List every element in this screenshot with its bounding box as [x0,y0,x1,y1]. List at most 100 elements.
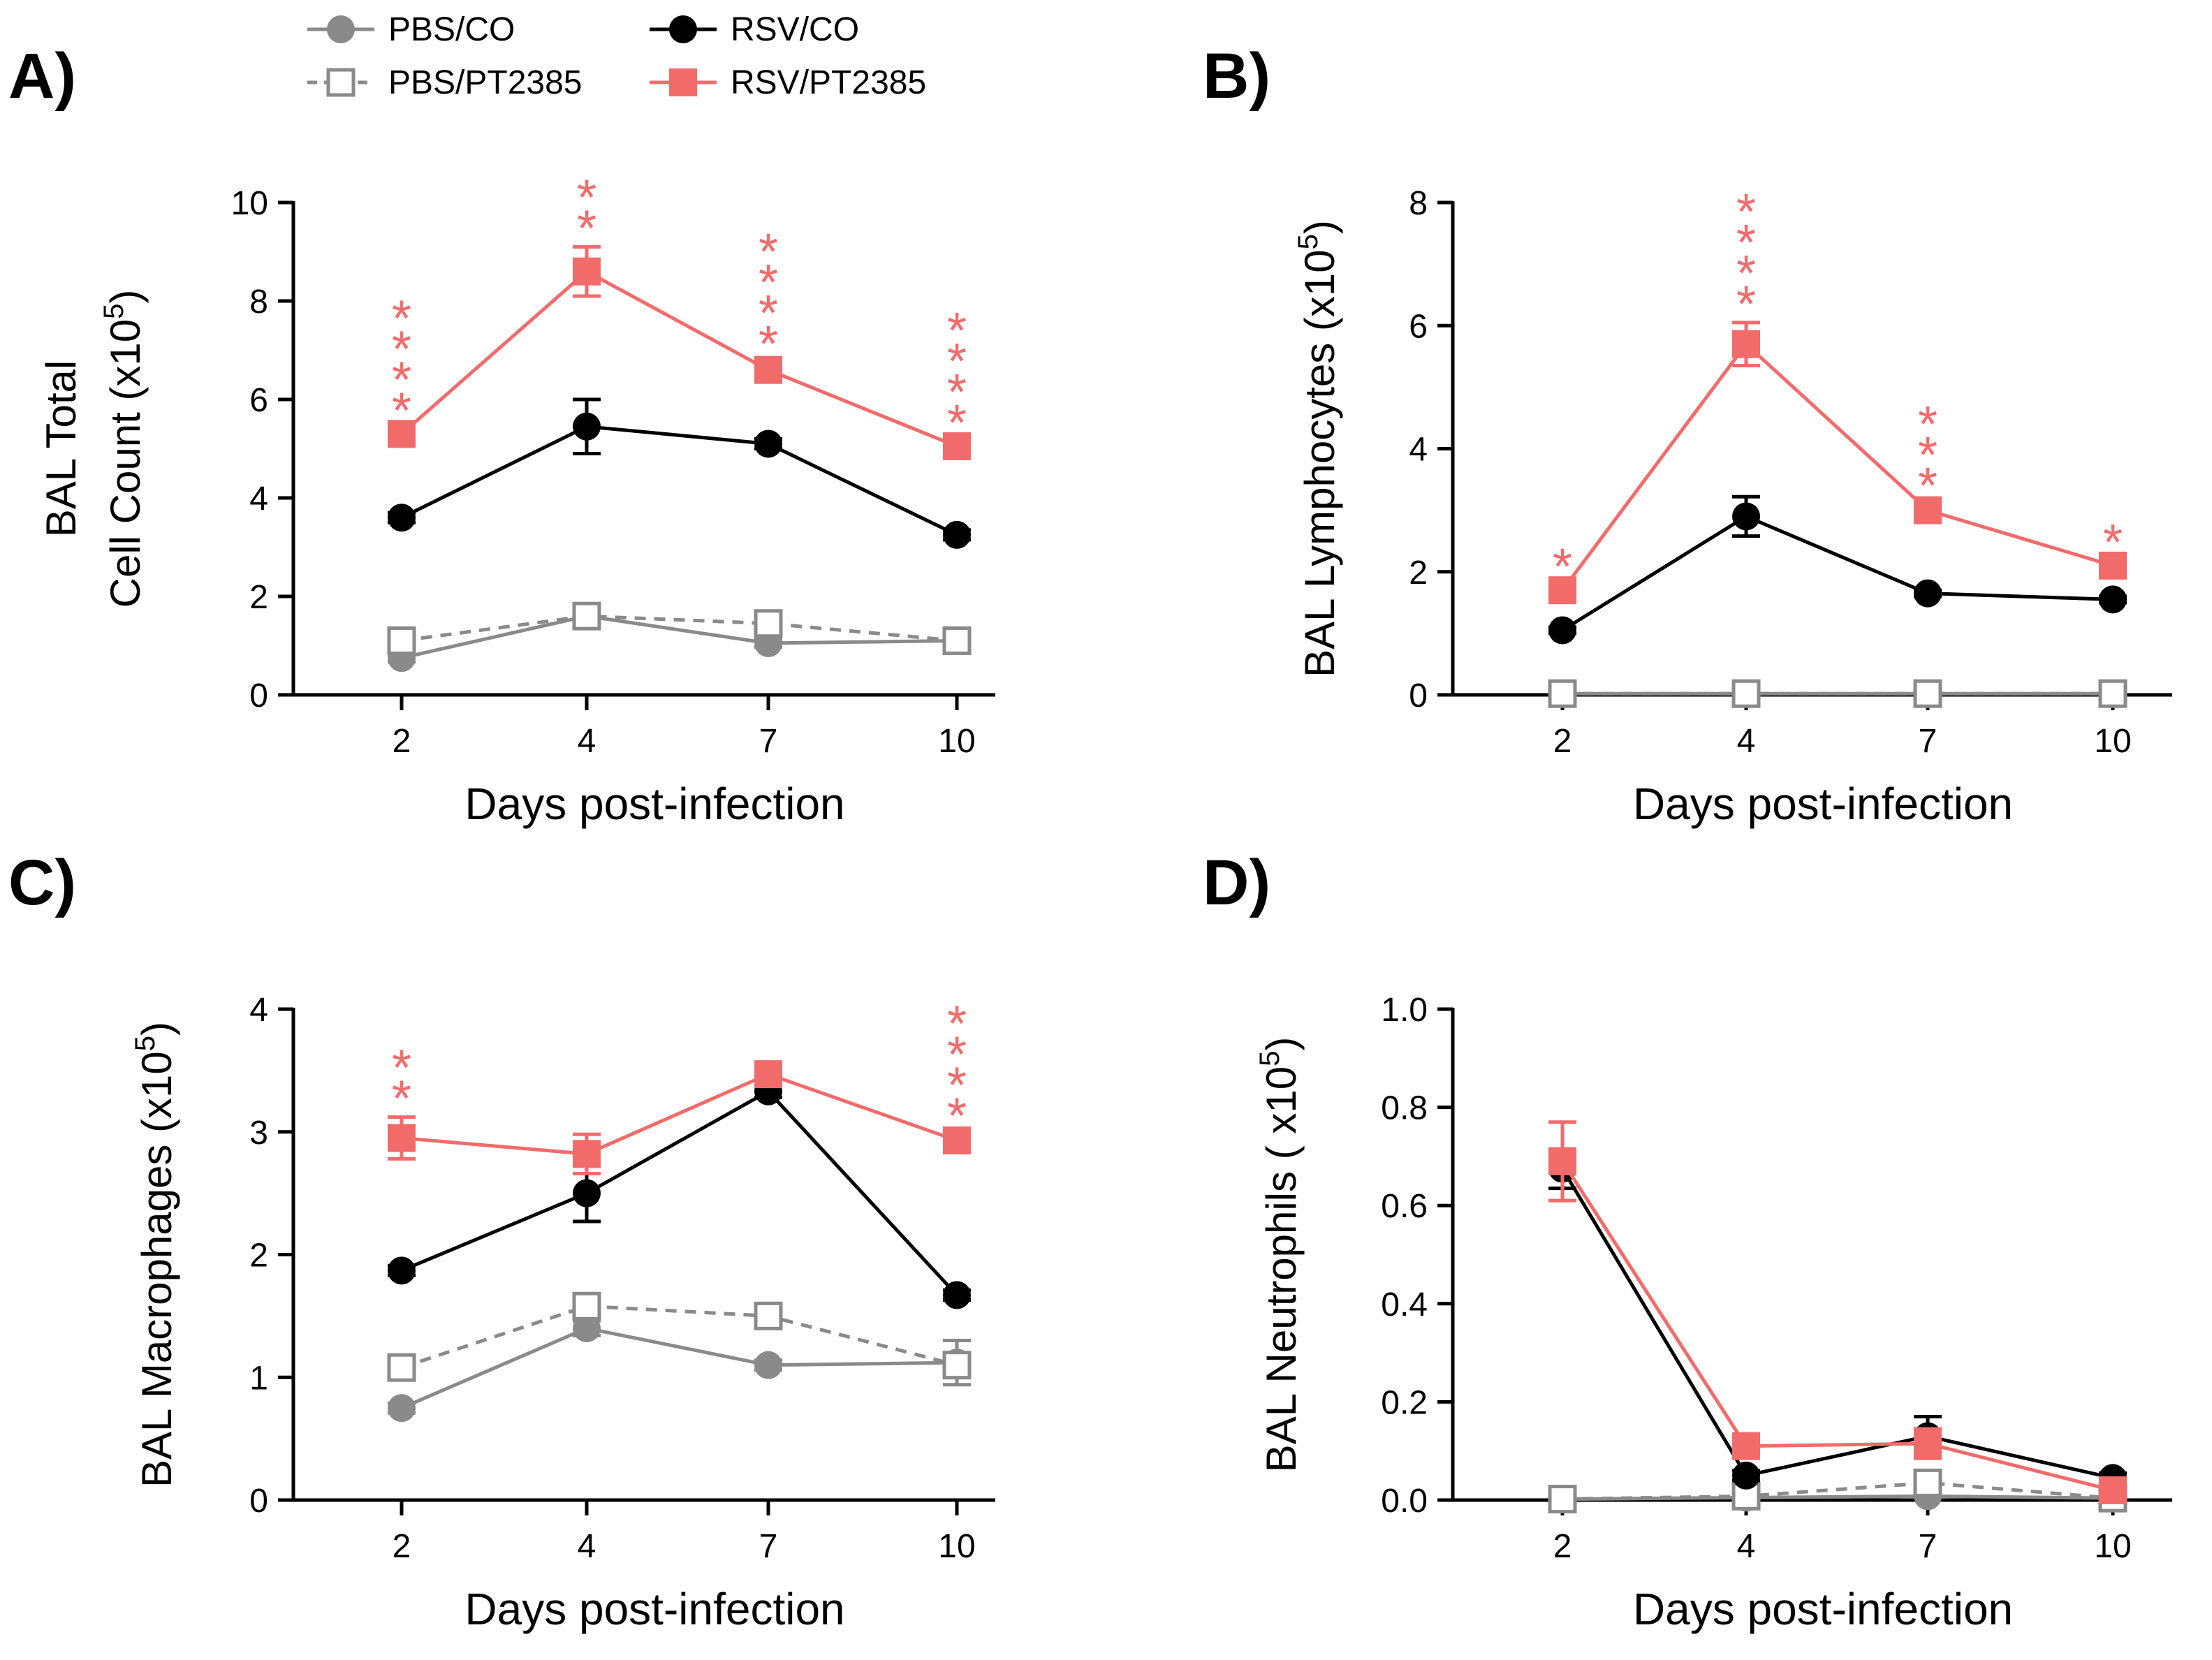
data-point-pbs_co [754,1351,782,1379]
x-tick-label: 7 [759,1528,778,1565]
y-tick-label: 0.8 [1381,1090,1428,1127]
series-line-pbs_co [401,1326,958,1410]
significance-star: * [759,224,778,280]
data-point-pbs_pt [942,1351,972,1380]
significance-star: * [392,383,411,439]
y-tick-label: 0.4 [1381,1286,1428,1323]
data-point-pbs_co [573,1314,601,1342]
significance-star: * [392,352,411,408]
data-point-pbs_pt [754,609,783,638]
data-point-pbs_pt [1913,1468,1942,1497]
significance-marker: * * * * [392,291,411,439]
data-point-rsv_pt [573,1140,601,1168]
significance-star: * [1918,458,1938,514]
y-tick-label: 1.0 [1381,992,1428,1029]
panel-label: C) [8,847,76,918]
y-axis-label-superscript: 5 [1293,234,1324,249]
x-tick-label: 2 [393,723,411,760]
series-line-rsv_co [1560,1168,2114,1480]
data-point-rsv_pt [388,420,416,448]
series-rsv_pt [388,244,971,460]
significance-star: * [947,303,967,359]
y-axis-label-close: ) [1258,1037,1305,1051]
data-point-rsv_co [388,504,416,532]
data-point-rsv_co [1732,1461,1760,1490]
panel-label: A) [8,41,76,112]
legend-entry-pbs_pt: PBS/PT2385 [307,64,583,101]
data-point-rsv_co [573,1179,601,1207]
legend-marker-rsv_co [669,15,697,43]
y-tick-label: 1 [249,1360,268,1397]
series-line-rsv_co [400,425,958,537]
significance-star: * [577,170,596,226]
series-line-pbs_pt [401,1304,958,1369]
x-tick-label: 10 [2094,1528,2131,1565]
data-point-rsv_pt [1732,1432,1760,1460]
significance-star: * [1918,427,1938,483]
significance-star: * [759,316,778,372]
legend-label-rsv_co: RSV/CO [731,11,859,48]
y-axis-label: BAL Neutrophils ( x105) [1254,1037,1305,1473]
x-axis-label: Days post-infection [1633,1584,2013,1634]
y-tick-label: 6 [249,382,268,419]
y-axis-label-superscript: 5 [98,304,129,319]
panel-label: B) [1203,41,1270,112]
legend-entry-rsv_co: RSV/CO [650,11,859,48]
y-tick-label: 0 [249,677,268,714]
data-point-pbs_co [388,1394,416,1423]
y-axis-label: Cell Count (x105) [98,290,149,608]
significance-star: * [2103,515,2123,571]
significance-star: * [392,321,411,377]
y-axis-label-superscript: 5 [130,1036,161,1051]
data-point-rsv_co [943,1281,971,1309]
y-axis-label-main: BAL Lymphocytes (x10 [1296,249,1343,677]
data-point-pbs_pt [387,1353,416,1382]
significance-star: * [947,365,967,420]
data-point-rsv_co [1548,616,1576,645]
series-pbs_pt [387,1291,972,1382]
y-tick-label: 0.2 [1381,1384,1428,1421]
series-line-pbs_pt [401,614,958,642]
series-pbs_co [388,1314,971,1423]
y-tick-label: 2 [249,579,268,616]
significance-star: * [759,286,778,341]
significance-star: * [947,395,967,451]
significance-star: * [947,996,967,1052]
series-line-rsv_pt [1560,1160,2114,1492]
y-axis-label-close: ) [1296,220,1343,234]
panel-4: D) 0.0 0.2 0.4 0.6 0.8 1.0 2 4 7 10 Days post-infec… [1203,847,2172,1634]
data-point-pbs_pt [1548,1485,1577,1514]
y-tick-label: 0.6 [1381,1188,1428,1225]
data-point-rsv_pt [754,1060,782,1089]
y-tick-label: 4 [249,480,268,517]
data-point-rsv_pt [943,1126,971,1155]
series-rsv_co [1548,494,2127,645]
data-point-rsv_co [2099,585,2127,614]
significance-star: * [392,291,411,346]
y-tick-label: 8 [249,284,268,321]
significance-star: * [1918,397,1938,453]
y-tick-label: 4 [1409,432,1428,469]
series-rsv_pt [1548,321,2127,605]
significance-star: * [392,1041,411,1096]
series-pbs_co [388,602,971,673]
significance-star: * [1736,184,1756,240]
legend-label-rsv_pt: RSV/PT2385 [731,64,926,101]
y-tick-label: 10 [231,185,268,222]
significance-star: * [1553,539,1572,595]
series-line-rsv_pt [401,1072,958,1156]
series-rsv_co [388,397,971,549]
x-axis-label: Days post-infection [464,779,844,829]
significance-marker: * * * * [947,996,967,1144]
data-point-rsv_pt [943,432,971,460]
series-line-rsv_pt [1560,341,2114,592]
x-tick-label: 2 [1553,1528,1572,1565]
significance-star: * [1736,277,1756,332]
series-line-pbs_co [1562,1494,2114,1501]
significance-marker: * * * * [759,224,778,372]
significance-marker: * * [577,170,596,256]
series-line-pbs_co [401,614,958,660]
significance-star: * [392,1071,411,1127]
